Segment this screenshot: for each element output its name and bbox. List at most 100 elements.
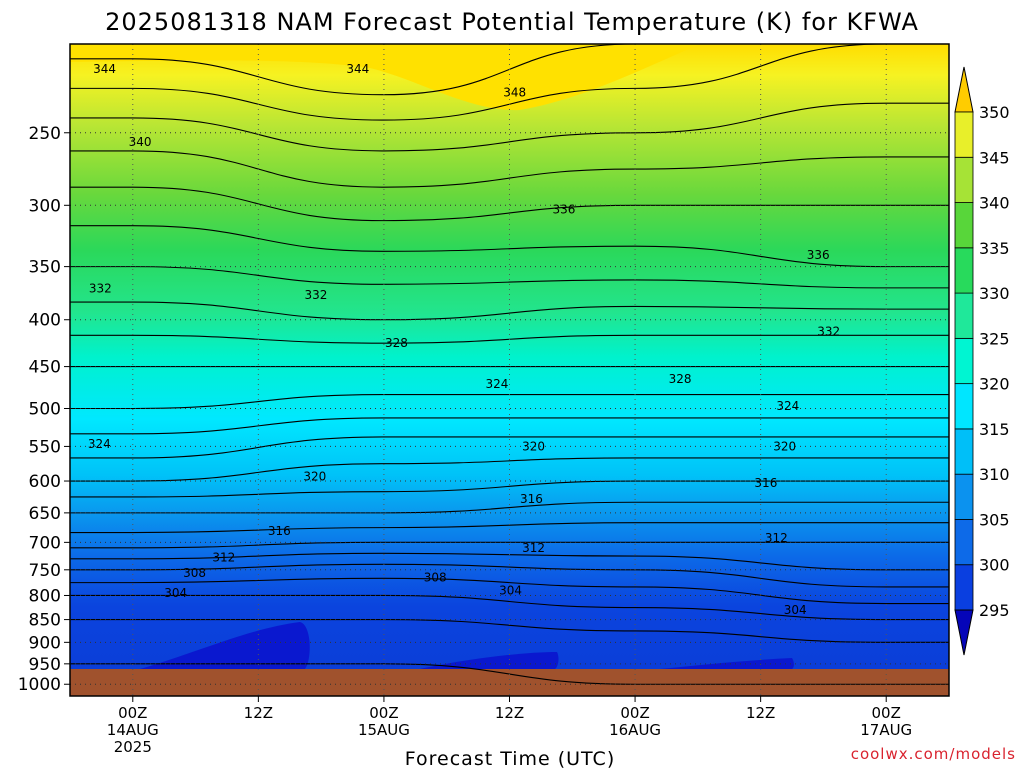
y-tick-label: 300: [29, 196, 61, 216]
contour-label: 320: [773, 439, 796, 453]
contour-label: 316: [520, 492, 543, 506]
x-tick-label: 16AUG: [609, 721, 661, 739]
contour-line: [70, 225, 949, 268]
contour-label: 308: [183, 566, 206, 580]
contour-label: 316: [268, 524, 291, 538]
contour-label: 320: [522, 439, 545, 453]
y-axis: 2503003504004505005506006507007508008509…: [18, 124, 70, 695]
x-tick-label: 2025: [114, 738, 152, 756]
contour-label: 332: [817, 324, 840, 338]
contour-label: 312: [765, 531, 788, 545]
colorbar-swatch: [954, 247, 974, 294]
y-tick-label: 800: [29, 586, 61, 606]
contour-line: [70, 186, 949, 222]
surface-ground: [70, 669, 949, 696]
x-tick-label: 00Z: [872, 704, 901, 722]
contour-label: 324: [485, 377, 508, 391]
credit-text: coolwx.com/models: [851, 745, 1016, 763]
cold-pool-3: [660, 658, 794, 669]
colorbar-swatch: [954, 111, 974, 158]
grid-lines: [70, 44, 949, 696]
x-tick-label: 15AUG: [358, 721, 410, 739]
x-tick-label: 00Z: [620, 704, 649, 722]
contour-label: 324: [88, 437, 111, 451]
colorbar-swatch: [954, 428, 974, 475]
contour-lines: [70, 44, 949, 685]
y-tick-label: 400: [29, 311, 61, 331]
colorbar-swatch: [954, 473, 974, 520]
colorbar-swatch: [954, 202, 974, 249]
colorbar-label: 315: [979, 420, 1010, 439]
x-tick-label: 12Z: [495, 704, 524, 722]
contour-line: [70, 522, 949, 534]
contour-line: [70, 501, 949, 514]
contour-line: [70, 457, 949, 482]
colorbar-swatch: [954, 156, 974, 203]
contour-label: 304: [499, 583, 522, 597]
y-tick-label: 450: [29, 358, 61, 378]
colorbar-label: 330: [979, 284, 1010, 303]
x-tick-label: 14AUG: [107, 721, 159, 739]
colorbar-label: 305: [979, 510, 1010, 529]
contour-line: [70, 44, 949, 121]
y-tick-label: 700: [29, 533, 61, 553]
contour-line: [70, 594, 949, 621]
contour-label: 344: [346, 62, 369, 76]
colorbar-min-arrow: [954, 609, 974, 656]
colorbar-label: 325: [979, 329, 1010, 348]
y-tick-label: 750: [29, 561, 61, 581]
y-tick-label: 500: [29, 400, 61, 420]
contour-label: 308: [424, 571, 447, 585]
contour-label: 304: [164, 586, 187, 600]
x-tick-label: 17AUG: [860, 721, 912, 739]
contour-label: 344: [93, 62, 116, 76]
contour-label: 332: [304, 288, 327, 302]
y-tick-label: 1000: [18, 675, 61, 695]
colorbar-label: 345: [979, 148, 1010, 167]
contour-label: 332: [89, 282, 112, 296]
y-tick-label: 650: [29, 504, 61, 524]
contour-label: 336: [552, 202, 575, 216]
colorbar-label: 300: [979, 556, 1010, 575]
colorbar-label: 335: [979, 239, 1010, 258]
y-tick-label: 550: [29, 437, 61, 457]
contour-label: 340: [129, 135, 152, 149]
colorbar-swatch: [954, 337, 974, 385]
contour-line: [70, 480, 949, 498]
colorbar: 295 300 305 310 315 320 325 330 335 340 345 350: [954, 66, 1010, 656]
contour-label: 316: [754, 476, 777, 490]
contour-label: 304: [784, 603, 807, 617]
colorbar-label: 350: [979, 103, 1010, 122]
warm-core-region: [70, 44, 700, 111]
contour-label: 336: [807, 248, 830, 262]
y-tick-label: 250: [29, 124, 61, 144]
x-axis-label: Forecast Time (UTC): [405, 748, 615, 768]
y-tick-label: 350: [29, 258, 61, 278]
y-tick-label: 600: [29, 472, 61, 492]
contour-line: [70, 334, 949, 344]
colorbar-label: 310: [979, 465, 1010, 484]
colorbar-label: 320: [979, 375, 1010, 394]
contour-line: [70, 301, 949, 321]
colorbar-label: 340: [979, 194, 1010, 213]
contour-label: 320: [303, 469, 326, 483]
contour-line: [70, 541, 949, 549]
contour-line: [70, 150, 949, 188]
x-tick-label: 00Z: [118, 704, 147, 722]
colorbar-swatch: [954, 564, 974, 611]
colorbar-swatch: [954, 383, 974, 430]
contour-label: 348: [503, 86, 526, 100]
colorbar-swatch: [954, 292, 974, 339]
contour-line: [70, 619, 949, 643]
y-tick-label: 900: [29, 633, 61, 653]
contour-line: [70, 436, 949, 459]
colorbar-label: 295: [979, 601, 1010, 620]
contour-line: [70, 577, 949, 605]
y-tick-label: 950: [29, 655, 61, 675]
contour-labels: 344 344 348 340 336 336 332 332 332 328 328 324 324 3…: [88, 62, 840, 617]
contour-line: [70, 393, 949, 410]
x-tick-label: 12Z: [746, 704, 775, 722]
contour-label: 312: [522, 541, 545, 555]
